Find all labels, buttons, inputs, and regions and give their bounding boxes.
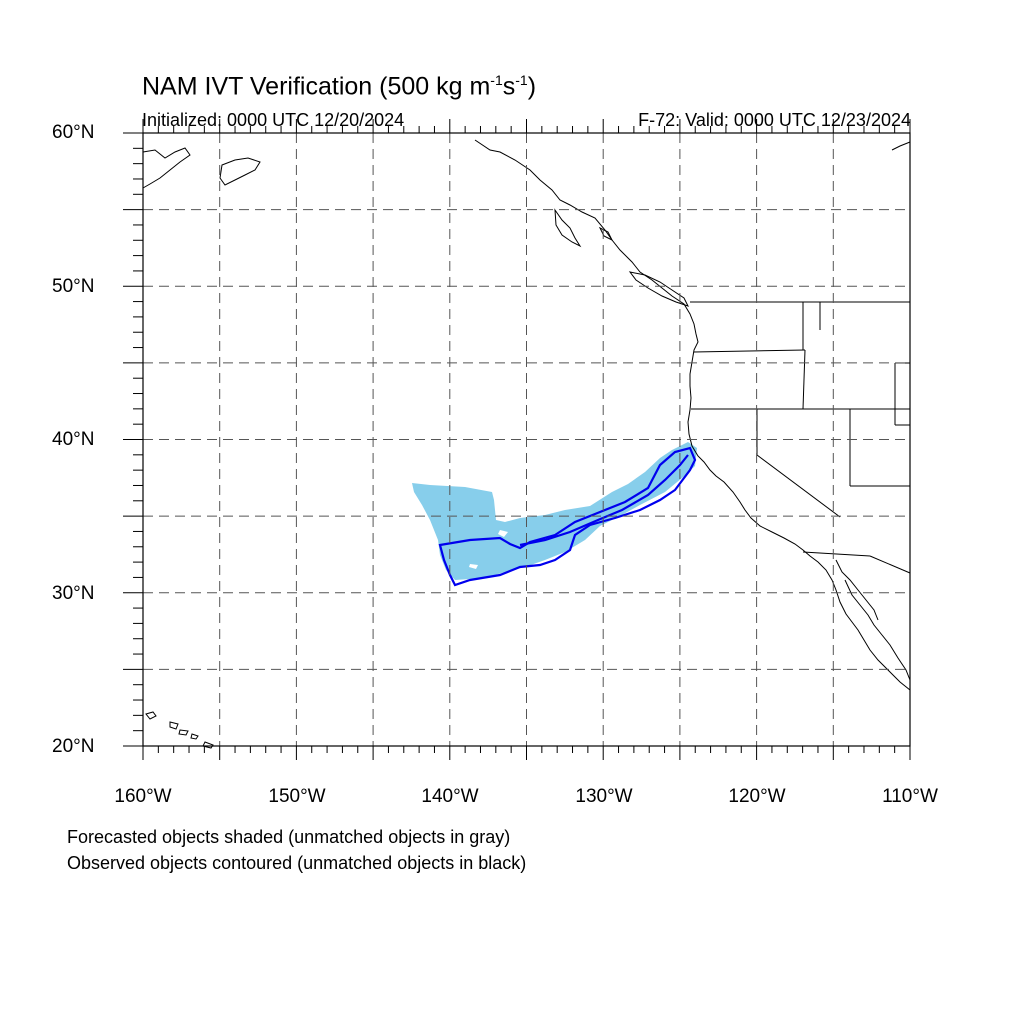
hawaii-islands (145, 711, 214, 749)
footnote-observed: Observed objects contoured (unmatched ob… (67, 853, 527, 873)
lon-label-140w: 140°W (421, 786, 479, 807)
lon-label-130w: 130°W (575, 786, 633, 807)
coastline-alaska (142, 141, 911, 189)
lon-label-150w: 150°W (268, 786, 326, 807)
footnote-forecast: Forecasted objects shaded (unmatched obj… (67, 827, 511, 847)
map-frame (142, 132, 911, 747)
lat-lon-grid (143, 133, 910, 746)
lat-label-60: 60°N (52, 122, 95, 143)
forecast-hole (469, 564, 478, 569)
chart-title: NAM IVT Verification (500 kg m-1s-1) (142, 72, 537, 101)
lon-label-120w: 120°W (728, 786, 786, 807)
coastline-islands (554, 208, 689, 307)
observed-ivt-contour-inner (519, 454, 689, 547)
forecast-hole (498, 530, 508, 537)
political-borders (690, 301, 911, 574)
lat-label-30: 30°N (52, 583, 95, 604)
valid-time: F-72: Valid: 0000 UTC 12/23/2024 (638, 110, 911, 130)
axis-ticks (123, 119, 911, 760)
lat-label-40: 40°N (52, 429, 95, 450)
lon-label-110w: 110°W (882, 786, 938, 807)
lat-label-50: 50°N (52, 276, 95, 297)
observed-ivt-contour (438, 446, 697, 587)
forecast-ivt-object (412, 442, 697, 580)
coastline-baja (835, 559, 911, 681)
initialized-time: Initialized: 0000 UTC 12/20/2024 (142, 110, 405, 130)
lon-label-160w: 160°W (114, 786, 172, 807)
coastline-north-america (474, 139, 911, 691)
lat-label-20: 20°N (52, 736, 95, 757)
